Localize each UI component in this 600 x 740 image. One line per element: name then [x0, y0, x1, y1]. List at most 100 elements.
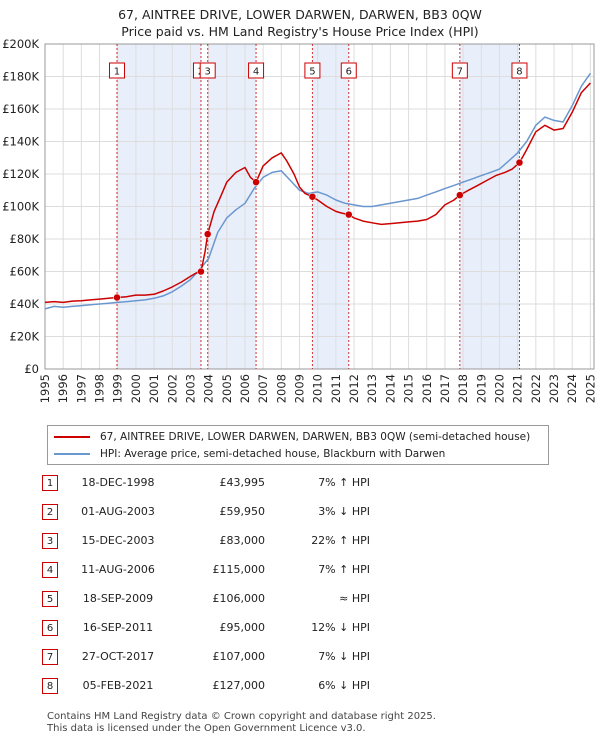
- row-hpi-delta: ≈ HPI: [339, 592, 370, 605]
- sale-label-box-5: [304, 62, 321, 79]
- y-tick-label: £160K: [2, 102, 39, 116]
- sale-marker-1: [113, 293, 121, 302]
- sale-label-7: 7: [457, 67, 463, 78]
- legend-swatch-hpi: [54, 453, 90, 455]
- row-price: £43,995: [219, 476, 266, 489]
- footer-line-2: This data is licensed under the Open Gov…: [47, 723, 366, 734]
- y-tick-label: £40K: [10, 297, 40, 311]
- sale-marker-7: [456, 191, 464, 199]
- y-tick-label: £0: [24, 362, 39, 376]
- y-tick-label: £20K: [10, 330, 40, 344]
- sale-label-box-3: [199, 62, 216, 79]
- x-tick-label: 2002: [165, 374, 179, 403]
- row-number-badge: 6: [42, 620, 58, 636]
- price-paid-line: [44, 82, 591, 304]
- y-tick-label: £200K: [2, 37, 39, 51]
- table-row: 2 01-AUG-2003 £59,950 3% ↓ HPI: [0, 499, 600, 528]
- row-hpi-delta: 7% ↑ HPI: [318, 476, 370, 489]
- row-number-badge: 4: [42, 562, 58, 578]
- row-price: £115,000: [212, 563, 266, 576]
- sale-label-4: 4: [253, 67, 259, 78]
- legend-item-price: 67, AINTREE DRIVE, LOWER DARWEN, DARWEN,…: [54, 429, 530, 445]
- x-tick-label: 2015: [402, 374, 416, 403]
- footer: Contains HM Land Registry data © Crown c…: [47, 711, 436, 735]
- sale-label-box-8: [511, 62, 528, 79]
- row-number-badge: 7: [42, 649, 58, 665]
- x-tick-label: 2016: [420, 374, 434, 403]
- row-number-badge: 3: [42, 533, 58, 549]
- x-tick-label: 1995: [38, 374, 52, 403]
- row-hpi-delta: 6% ↓ HPI: [318, 679, 370, 692]
- y-tick-label: £140K: [2, 135, 39, 149]
- sale-label-3: 3: [205, 67, 211, 78]
- row-date: 18-DEC-1998: [81, 476, 155, 489]
- sale-marker-3: [203, 230, 212, 238]
- title-line-1: 67, AINTREE DRIVE, LOWER DARWEN, DARWEN,…: [118, 7, 482, 22]
- sale-marker-6: [345, 210, 353, 219]
- row-date: 27-OCT-2017: [81, 650, 155, 663]
- x-tick-label: 2008: [274, 374, 288, 403]
- y-tick-label: £180K: [2, 70, 39, 84]
- legend-label-price: 67, AINTREE DRIVE, LOWER DARWEN, DARWEN,…: [100, 431, 531, 443]
- row-hpi-delta: 3% ↓ HPI: [318, 505, 370, 518]
- row-date: 18-SEP-2009: [82, 592, 154, 605]
- row-date: 16-SEP-2011: [82, 621, 154, 634]
- x-tick-label: 2019: [474, 374, 488, 403]
- row-number-badge: 5: [42, 591, 58, 607]
- x-tick-label: 1999: [111, 374, 125, 403]
- x-tick-label: 1997: [74, 374, 88, 403]
- x-tick-label: 1996: [56, 374, 70, 403]
- row-date: 01-AUG-2003: [81, 505, 155, 518]
- x-tick-label: 2007: [256, 374, 270, 403]
- x-tick-label: 2022: [529, 374, 543, 403]
- footer-line-1: Contains HM Land Registry data © Crown c…: [47, 711, 436, 722]
- legend-label-hpi: HPI: Average price, semi-detached house,…: [100, 448, 446, 460]
- x-tick-label: 2000: [129, 374, 143, 403]
- sale-label-box-4: [248, 62, 265, 79]
- legend-item-hpi: HPI: Average price, semi-detached house,…: [54, 446, 445, 462]
- row-number-badge: 8: [42, 678, 58, 694]
- title-line-2: Price paid vs. HM Land Registry's House …: [121, 24, 479, 39]
- row-number-badge: 1: [42, 475, 58, 491]
- row-price: £107,000: [212, 650, 266, 663]
- x-tick-label: 2010: [311, 374, 325, 403]
- price-chart: £0 £20K £40K £60K £80K £100K £120K £140K £160K £1…: [2, 37, 597, 403]
- sale-label-1: 1: [114, 67, 120, 78]
- y-tick-label: £80K: [10, 232, 40, 246]
- sale-marker-2: [197, 267, 205, 276]
- table-row: 4 11-AUG-2006 £115,000 7% ↑ HPI: [0, 557, 600, 586]
- y-tick-label: £120K: [2, 167, 39, 181]
- sale-label-box-6: [340, 62, 357, 79]
- row-price: £106,000: [212, 592, 266, 605]
- x-tick-label: 2006: [238, 374, 252, 403]
- x-tick-label: 2003: [183, 374, 197, 403]
- sale-marker-4: [252, 178, 260, 186]
- x-tick-label: 2018: [456, 374, 470, 403]
- hpi-line: [44, 72, 592, 310]
- x-tick-label: 2017: [438, 374, 452, 403]
- row-price: £127,000: [212, 679, 266, 692]
- row-price: £95,000: [219, 621, 266, 634]
- y-tick-label: £100K: [2, 200, 39, 214]
- x-tick-label: 2014: [383, 374, 397, 403]
- row-hpi-delta: 12% ↓ HPI: [311, 621, 370, 634]
- row-hpi-delta: 7% ↓ HPI: [318, 650, 370, 663]
- sale-marker-5: [308, 193, 317, 201]
- x-tick-label: 1998: [93, 374, 107, 403]
- row-hpi-delta: 7% ↑ HPI: [318, 563, 370, 576]
- table-row: 5 18-SEP-2009 £106,000 ≈ HPI: [0, 586, 600, 615]
- x-tick-label: 2025: [583, 374, 597, 403]
- x-tick-label: 2013: [365, 374, 379, 403]
- x-tick-label: 2001: [147, 374, 161, 403]
- sale-label-6: 6: [346, 67, 352, 78]
- sale-label-5: 5: [309, 67, 315, 78]
- row-date: 11-AUG-2006: [81, 563, 155, 576]
- x-tick-label: 2023: [547, 374, 561, 403]
- x-tick-label: 2020: [492, 374, 506, 403]
- x-tick-label: 2009: [293, 374, 307, 403]
- table-row: 8 05-FEB-2021 £127,000 6% ↓ HPI: [0, 673, 600, 702]
- chart-title: 67, AINTREE DRIVE, LOWER DARWEN, DARWEN,…: [0, 6, 600, 40]
- x-tick-label: 2005: [220, 374, 234, 403]
- sale-marker-8: [515, 158, 524, 167]
- row-number-badge: 2: [42, 504, 58, 520]
